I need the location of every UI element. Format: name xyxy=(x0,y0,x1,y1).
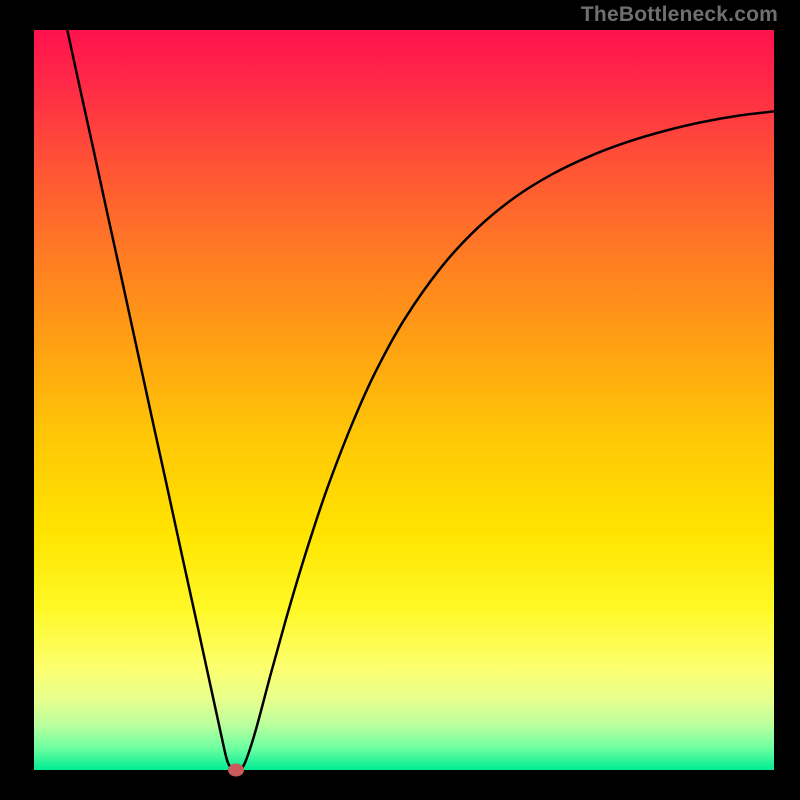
chart-plot-area xyxy=(34,30,774,770)
chart-container: TheBottleneck.com xyxy=(0,0,800,800)
watermark-label: TheBottleneck.com xyxy=(581,3,778,27)
